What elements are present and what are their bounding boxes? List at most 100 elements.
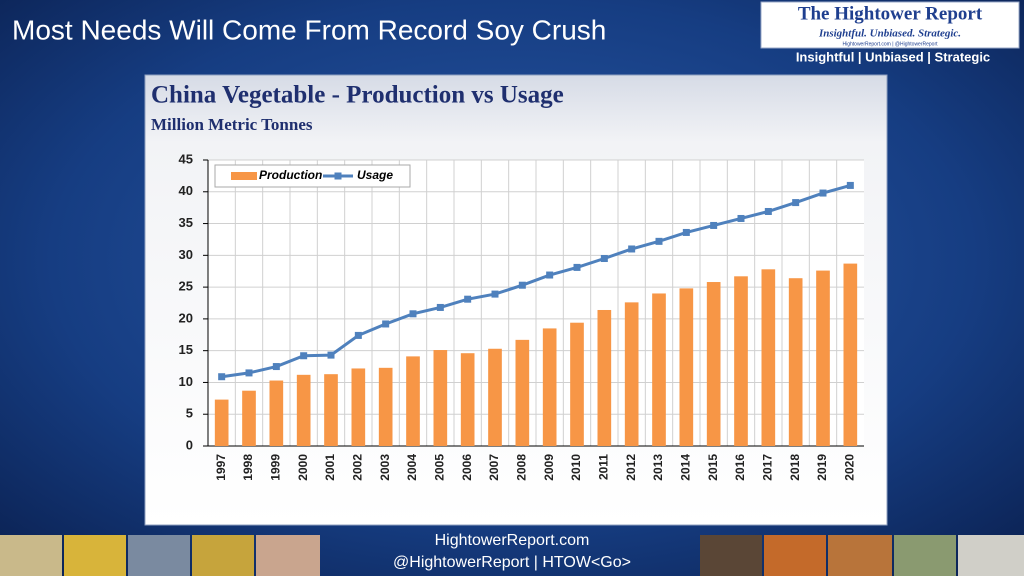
y-tick-label: 30 — [179, 247, 193, 262]
slide-title: Most Needs Will Come From Record Soy Cru… — [12, 14, 606, 45]
line-marker — [382, 320, 390, 328]
legend-label: Production — [259, 168, 322, 182]
x-tick-label: 2020 — [843, 454, 857, 481]
line-marker — [300, 352, 308, 360]
bar — [378, 367, 393, 446]
legend-swatch — [334, 172, 342, 180]
bar — [351, 368, 366, 446]
line-marker — [354, 331, 362, 339]
x-tick-label: 2011 — [597, 454, 611, 480]
line-marker — [628, 245, 636, 253]
y-tick-label: 20 — [179, 310, 193, 325]
y-tick-label: 5 — [186, 406, 193, 421]
line-marker — [764, 207, 772, 215]
bar — [515, 339, 530, 446]
line-marker — [491, 290, 499, 298]
logo-motto: Insightful. Unbiased. Strategic. — [818, 28, 961, 40]
line-marker — [655, 237, 663, 245]
y-tick-label: 45 — [179, 151, 193, 166]
x-tick-label: 2008 — [515, 454, 529, 481]
logo-small: HightowerReport.com | @HightowerReport — [842, 41, 938, 47]
x-tick-label: 1997 — [214, 454, 228, 481]
x-tick-label: 2000 — [296, 454, 310, 481]
line-marker — [409, 310, 417, 318]
bar — [488, 348, 502, 446]
footer-site: HightowerReport.com — [435, 532, 590, 549]
y-tick-label: 15 — [179, 342, 193, 357]
bar — [761, 269, 776, 446]
bar — [433, 350, 448, 446]
y-tick-label: 10 — [179, 374, 193, 389]
line-marker — [546, 271, 554, 279]
line-marker — [245, 369, 253, 377]
line-marker — [464, 295, 472, 303]
line-marker — [737, 214, 745, 222]
x-tick-label: 2010 — [569, 454, 583, 481]
x-tick-label: 2019 — [815, 454, 829, 481]
bar — [570, 322, 584, 446]
bar — [652, 293, 666, 446]
x-tick-label: 2007 — [487, 454, 501, 481]
x-tick-label: 2016 — [733, 454, 747, 481]
line-marker — [218, 373, 226, 381]
logo-tagline: Insightful | Unbiased | Strategic — [796, 49, 990, 64]
bar — [843, 263, 858, 446]
bar — [734, 276, 748, 446]
logo-name: The Hightower Report — [798, 3, 983, 24]
footer-handle: @HightowerReport | HTOW<Go> — [393, 554, 631, 571]
bar — [542, 328, 557, 446]
x-tick-label: 2004 — [405, 454, 419, 481]
chart-title: China Vegetable - Production vs Usage — [151, 82, 564, 109]
x-tick-label: 1998 — [241, 454, 255, 481]
line-marker — [327, 351, 335, 359]
bar — [214, 399, 229, 446]
line-marker — [792, 199, 800, 207]
x-tick-label: 2002 — [351, 454, 365, 481]
x-tick-label: 2017 — [761, 454, 775, 481]
x-tick-label: 2003 — [378, 454, 392, 481]
y-tick-label: 0 — [186, 437, 193, 452]
y-tick-label: 35 — [179, 215, 193, 230]
bar — [788, 278, 803, 446]
bar — [269, 380, 284, 446]
line-marker — [710, 221, 718, 229]
legend-swatch — [231, 172, 257, 180]
line-marker — [600, 255, 608, 263]
logo-box — [760, 1, 1020, 49]
line-marker — [272, 363, 280, 371]
x-tick-label: 2001 — [323, 454, 337, 481]
bar — [242, 390, 256, 446]
legend-box — [214, 164, 411, 188]
bar — [296, 374, 311, 446]
line-marker — [436, 303, 444, 311]
bar — [406, 356, 420, 446]
x-tick-label: 2009 — [542, 454, 556, 481]
photo-strip — [0, 535, 1024, 576]
x-tick-label: 2015 — [706, 454, 720, 481]
bar — [679, 288, 694, 446]
line-marker — [573, 263, 581, 271]
x-tick-label: 1999 — [269, 454, 283, 481]
line-marker — [819, 189, 827, 197]
y-tick-label: 40 — [179, 183, 193, 198]
x-tick-label: 2005 — [433, 454, 447, 481]
line — [221, 183, 851, 379]
bar — [324, 374, 338, 446]
line-marker — [518, 281, 526, 289]
x-tick-label: 2006 — [460, 454, 474, 481]
x-tick-label: 2018 — [788, 454, 802, 481]
bar — [624, 302, 639, 446]
bar — [460, 353, 475, 446]
legend-label: Usage — [357, 168, 393, 182]
bar — [706, 282, 721, 446]
line-marker — [682, 228, 690, 236]
line-marker — [846, 181, 854, 189]
bar — [597, 309, 612, 446]
x-tick-label: 2012 — [624, 454, 638, 481]
x-tick-label: 2013 — [651, 454, 665, 481]
x-tick-label: 2014 — [679, 454, 693, 481]
bar — [816, 270, 830, 446]
chart-subtitle: Million Metric Tonnes — [151, 115, 313, 134]
y-tick-label: 25 — [179, 279, 193, 294]
